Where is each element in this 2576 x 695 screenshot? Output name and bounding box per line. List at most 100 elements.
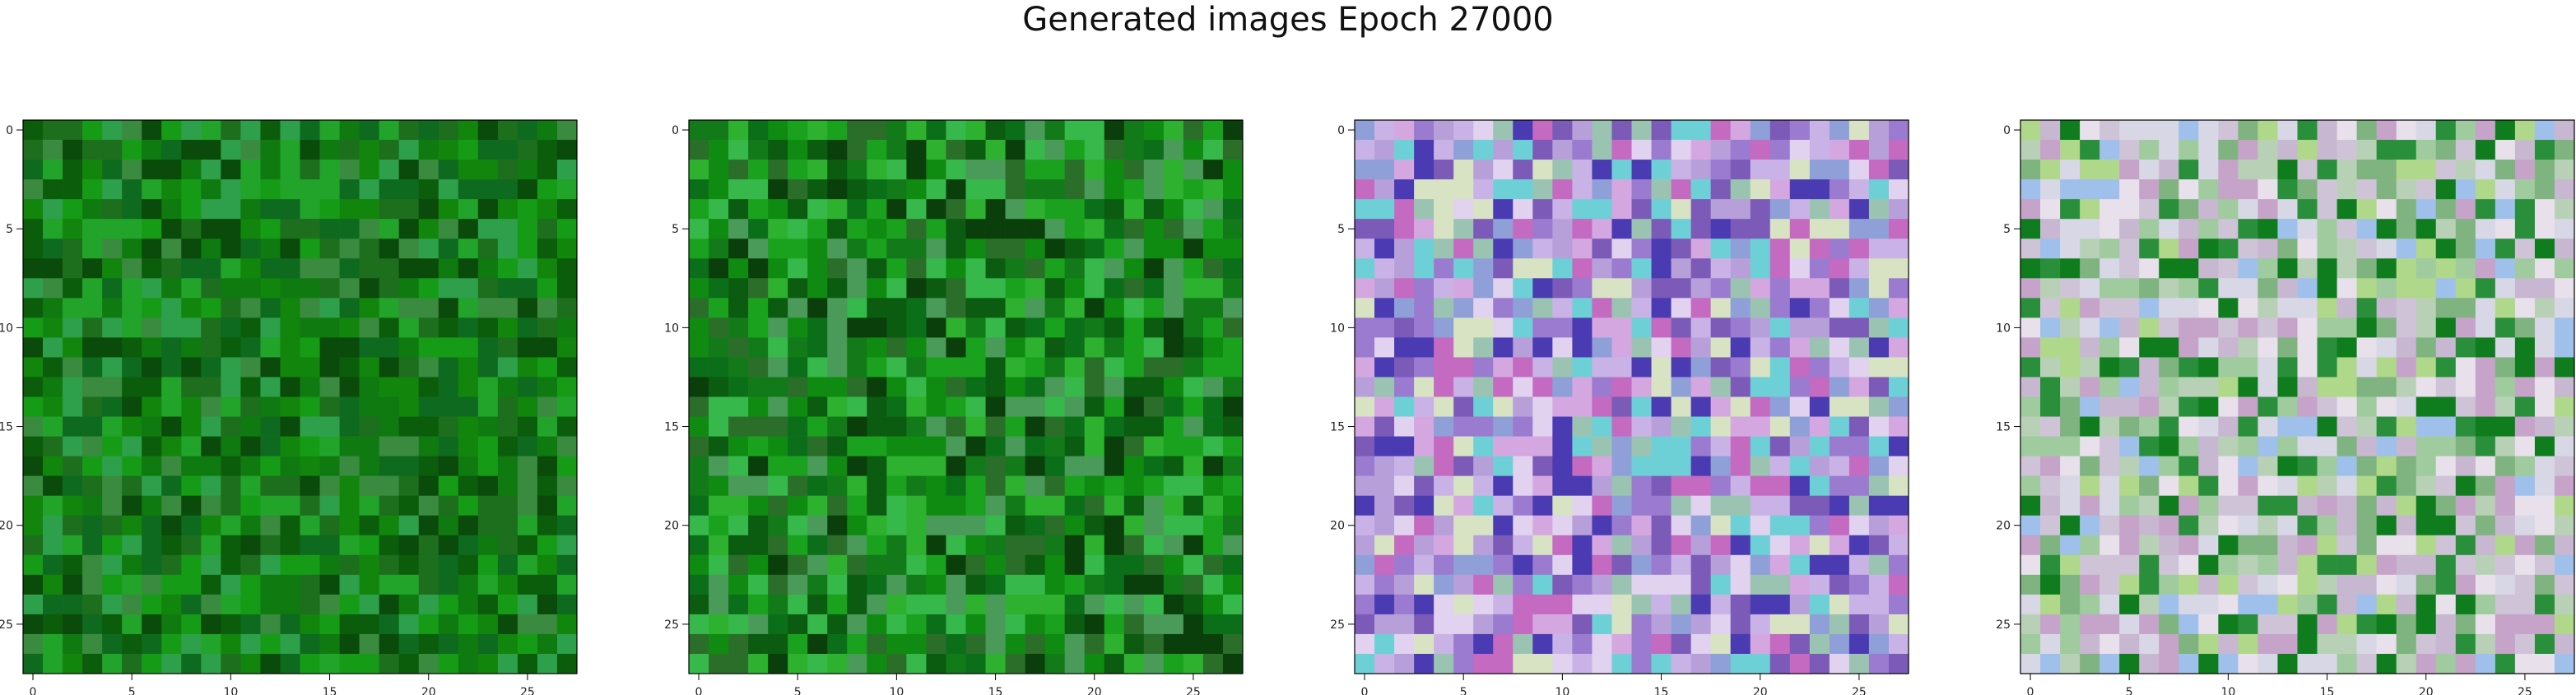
- pixel: [2277, 614, 2298, 635]
- pixel: [2356, 495, 2377, 517]
- x-tick-label: 0: [30, 686, 37, 695]
- pixel: [2435, 396, 2457, 417]
- pixel: [1064, 535, 1086, 556]
- pixel: [985, 574, 1006, 595]
- pixel: [2277, 199, 2298, 220]
- pixel: [201, 633, 221, 655]
- pixel: [201, 258, 221, 279]
- pixel: [1710, 416, 1732, 437]
- pixel: [2317, 317, 2337, 338]
- pixel: [339, 140, 360, 160]
- pixel: [1123, 258, 1145, 279]
- pixel: [63, 574, 83, 595]
- pixel: [517, 574, 538, 595]
- pixel: [2198, 594, 2219, 615]
- pixel: [2376, 317, 2397, 338]
- pixel: [161, 278, 182, 299]
- pixel: [537, 554, 558, 576]
- pixel: [1690, 140, 1711, 160]
- pixel: [2376, 574, 2397, 595]
- pixel: [1552, 495, 1573, 517]
- pixel: [1750, 416, 1771, 437]
- pixel: [689, 160, 709, 180]
- pixel: [2099, 120, 2120, 141]
- pixel: [379, 594, 400, 615]
- pixel: [537, 337, 558, 358]
- pixel: [497, 574, 518, 595]
- pixel: [1868, 120, 1890, 141]
- pixel: [1005, 337, 1025, 358]
- pixel: [1592, 475, 1612, 497]
- pixel: [221, 357, 241, 378]
- pixel: [886, 278, 907, 299]
- pixel: [2119, 199, 2140, 220]
- y-tick-label: 15: [0, 421, 13, 434]
- pixel: [23, 653, 44, 674]
- pixel: [1414, 614, 1434, 635]
- pixel: [1222, 495, 1244, 517]
- pixel: [2080, 574, 2100, 595]
- pixel: [827, 140, 848, 160]
- pixel: [2178, 614, 2199, 635]
- pixel: [2534, 160, 2555, 180]
- pixel: [2060, 278, 2081, 299]
- pixel: [1202, 396, 1224, 417]
- pixel: [1651, 120, 1672, 141]
- pixel: [2060, 436, 2081, 456]
- pixel: [1123, 120, 1145, 141]
- pixel: [122, 337, 142, 358]
- pixel: [260, 258, 281, 279]
- pixel: [2416, 653, 2437, 674]
- pixel: [1631, 456, 1652, 476]
- pixel: [1473, 179, 1494, 200]
- x-tick-label: 25: [1186, 686, 1201, 695]
- pixel: [2257, 337, 2278, 358]
- pixel: [2080, 239, 2100, 259]
- pixel: [2396, 416, 2417, 437]
- pixel: [1084, 594, 1105, 615]
- pixel: [827, 199, 848, 220]
- pixel: [2514, 653, 2536, 674]
- pixel: [398, 416, 420, 437]
- pixel: [2139, 594, 2160, 615]
- pixel: [102, 535, 123, 556]
- pixel: [2277, 456, 2298, 476]
- pixel: [458, 396, 479, 417]
- pixel: [1572, 456, 1593, 476]
- pixel: [1572, 337, 1593, 358]
- pixel: [477, 594, 499, 615]
- pixel: [1829, 258, 1850, 279]
- pixel: [260, 219, 281, 239]
- pixel: [2455, 199, 2476, 220]
- pixel: [1414, 219, 1434, 239]
- pixel: [1690, 653, 1711, 674]
- pixel: [359, 594, 379, 615]
- pixel: [1202, 633, 1224, 655]
- pixel: [867, 179, 887, 200]
- pixel: [2554, 258, 2575, 279]
- pixel: [556, 179, 578, 200]
- pixel: [379, 475, 400, 497]
- pixel: [1493, 278, 1514, 299]
- pixel: [2495, 495, 2516, 517]
- pixel: [1183, 239, 1204, 259]
- pixel: [926, 298, 946, 318]
- pixel: [807, 594, 828, 615]
- pixel: [1611, 416, 1632, 437]
- pixel: [1084, 140, 1105, 160]
- pixel: [1671, 298, 1691, 318]
- pixel: [300, 377, 320, 397]
- pixel: [517, 396, 538, 417]
- pixel: [1453, 317, 1474, 338]
- pixel: [2534, 416, 2555, 437]
- pixel: [1829, 317, 1850, 338]
- pixel: [497, 140, 518, 160]
- pixel: [1513, 219, 1533, 239]
- pixel: [201, 416, 221, 437]
- pixel: [906, 357, 927, 378]
- axes-frame: [2020, 119, 2575, 674]
- pixel: [1355, 456, 1375, 476]
- pixel: [1532, 317, 1553, 338]
- pixel: [201, 317, 221, 338]
- pixel: [339, 554, 360, 576]
